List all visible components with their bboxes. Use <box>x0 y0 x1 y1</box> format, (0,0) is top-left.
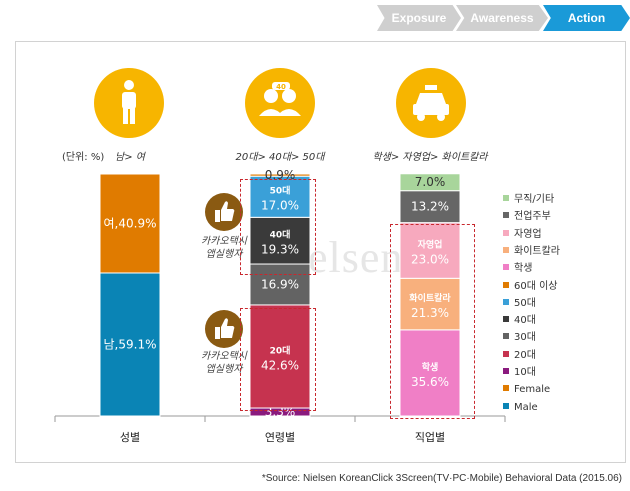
data-label: 자영업 <box>418 238 443 250</box>
legend-label: 학생 <box>514 263 533 275</box>
legend-swatch <box>503 368 509 374</box>
data-label: 남,59.1% <box>104 337 157 351</box>
legend-swatch <box>503 402 509 409</box>
legend-label: 전업주부 <box>514 211 551 223</box>
bar-segment <box>249 216 311 265</box>
data-label: 학생 <box>422 361 439 373</box>
data-label: 0.9% <box>265 168 296 182</box>
bar-segment <box>399 329 461 417</box>
legend-label: 무직/기타 <box>514 194 555 205</box>
svg-text:40: 40 <box>276 83 286 91</box>
bar-segment <box>399 190 461 224</box>
legend-label: Female <box>514 384 551 396</box>
badge-caption: 카카오택시 앱실행자 <box>201 351 247 375</box>
legend-swatch <box>503 246 509 253</box>
x-tick-label: 성별 <box>120 431 140 444</box>
data-label: 17.0% <box>261 199 299 213</box>
legend-swatch <box>503 385 509 392</box>
legend-item: Female <box>503 383 550 396</box>
legend-item: 30대 <box>503 331 536 344</box>
legend-item: 50대 <box>503 297 536 310</box>
data-label: 21.3% <box>411 306 449 320</box>
legend-item: 10대 <box>503 366 536 379</box>
legend-item: 20대 <box>503 349 536 362</box>
thumbs-up-badge <box>205 310 243 348</box>
thumbs-up-icon <box>215 318 235 339</box>
x-tick-label: 연령별 <box>265 431 295 444</box>
category-sublabel: 남> 여 <box>115 151 147 163</box>
legend-label: 30대 <box>514 332 536 344</box>
data-label: 여,40.9% <box>104 216 157 230</box>
x-tick-label: 직업별 <box>415 431 445 444</box>
taxi-icon <box>413 85 449 121</box>
category-sublabel: 학생> 자영업> 화이트칼라 <box>372 151 489 163</box>
step-exposure[interactable]: Exposure <box>377 5 461 31</box>
data-label: 35.6% <box>411 375 449 389</box>
data-label: 19.3% <box>261 243 299 257</box>
gender-icon-circle <box>94 68 164 138</box>
highlight-box-20s <box>240 308 316 411</box>
legend-label: 자영업 <box>514 228 542 240</box>
people-icon: 40 <box>259 82 301 116</box>
bar-segment <box>99 173 161 274</box>
data-label: 42.6% <box>261 358 299 372</box>
person-icon <box>122 80 136 124</box>
legend-swatch <box>503 212 509 219</box>
badge-caption: 카카오택시 앱실행자 <box>201 236 247 260</box>
legend-swatch <box>503 298 509 305</box>
data-label: 16.9% <box>261 277 299 291</box>
legend-item: 40대 <box>503 314 536 327</box>
step-action[interactable]: Action <box>543 5 630 31</box>
legend-label: 50대 <box>514 297 536 309</box>
bar-segment <box>399 173 461 192</box>
data-label: 50대 <box>270 185 291 197</box>
legend-item: 자영업 <box>503 228 542 241</box>
thumbs-up-icon <box>215 201 235 222</box>
unit-label: (단위: %) <box>62 152 105 163</box>
bar-segment <box>249 304 311 409</box>
data-label: 13.2% <box>411 200 449 214</box>
bar-segment <box>249 173 311 177</box>
legend-swatch <box>503 264 509 271</box>
legend-item: 60대 이상 <box>503 280 558 293</box>
data-label: 7.0% <box>415 175 446 189</box>
bar-segment <box>249 175 311 218</box>
legend-label: 20대 <box>514 349 536 361</box>
bar-segment <box>249 263 311 306</box>
legend-swatch <box>503 350 509 357</box>
legend-swatch <box>503 195 509 201</box>
data-label: 23.0% <box>411 252 449 266</box>
legend-item: Male <box>503 401 538 414</box>
step-awareness[interactable]: Awareness <box>456 5 548 31</box>
thumbs-up-badge <box>205 193 243 231</box>
highlight-box-50s-40s <box>240 179 316 275</box>
category-sublabel: 20대> 40대> 50대 <box>236 151 327 163</box>
bar-segment <box>399 222 461 279</box>
chart-panel <box>15 41 626 463</box>
legend-label: 40대 <box>514 315 536 327</box>
occupation-icon-circle <box>396 68 466 138</box>
data-label: 40대 <box>270 229 291 241</box>
age-icon-circle: 40 <box>245 68 315 138</box>
legend-label: 60대 이상 <box>514 280 558 292</box>
legend-item: 무직/기타 <box>503 193 554 206</box>
bar-segment <box>399 277 461 331</box>
legend-swatch <box>503 229 509 236</box>
legend-label: Male <box>514 401 538 413</box>
legend-swatch <box>503 281 509 288</box>
legend-swatch <box>503 316 509 323</box>
highlight-box-occupation <box>390 224 475 419</box>
data-label: 화이트칼라 <box>409 292 451 304</box>
legend-swatch <box>503 333 509 340</box>
legend-item: 화이트칼라 <box>503 245 560 258</box>
data-label: 20대 <box>270 344 291 356</box>
legend-item: 전업주부 <box>503 210 551 223</box>
legend-item: 학생 <box>503 262 532 275</box>
legend-label: 화이트칼라 <box>514 245 560 257</box>
legend-label: 10대 <box>514 367 536 378</box>
source-note: *Source: Nielsen KoreanClick 3Screen(TV·… <box>261 473 622 484</box>
